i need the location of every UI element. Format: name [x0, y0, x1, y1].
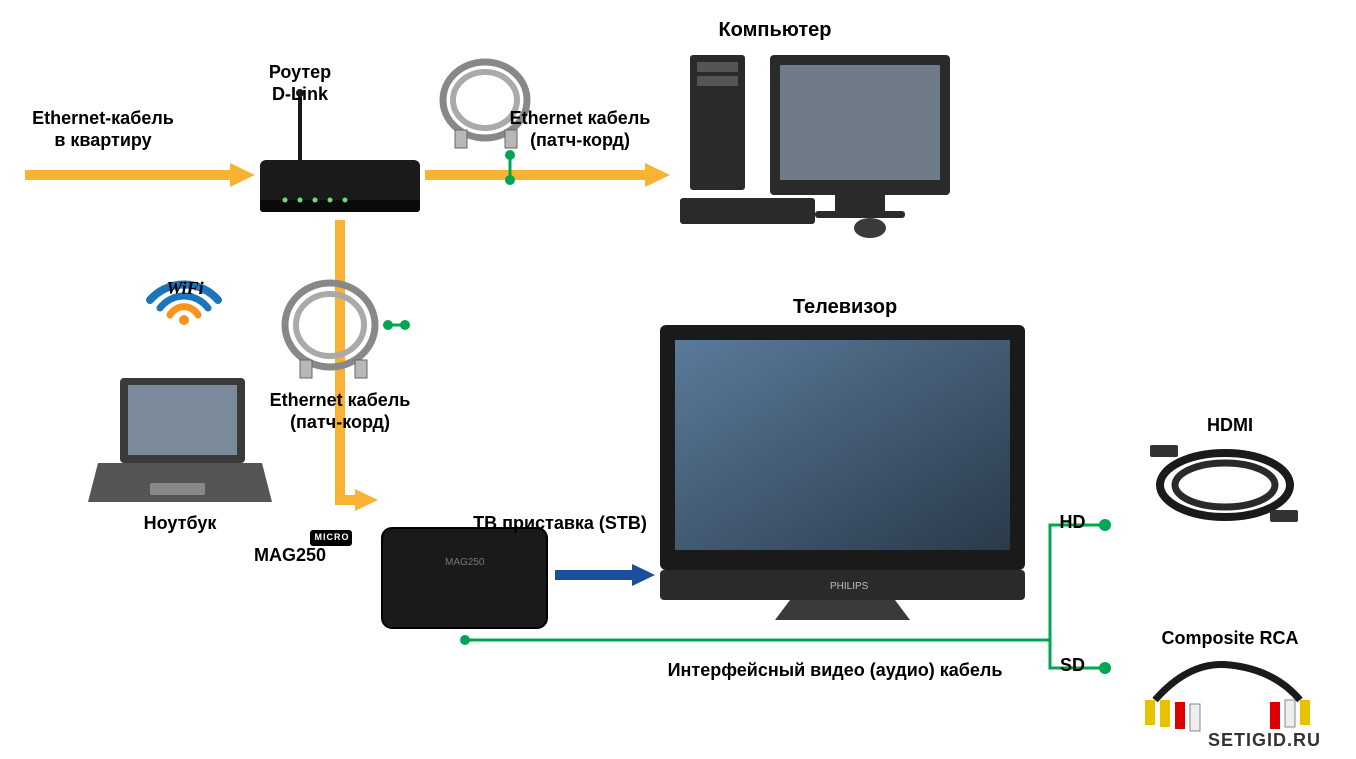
label-micro: MICRO — [312, 532, 352, 543]
label-stb: ТВ приставка (STB) — [460, 513, 660, 535]
computer-icon — [680, 55, 950, 238]
label-sd: SD — [1055, 655, 1090, 677]
label-laptop: Ноутбук — [130, 513, 230, 535]
ethernet-cable-2-icon — [285, 283, 375, 378]
green-av-cable-line — [460, 519, 1111, 674]
arrow-router-to-stb — [335, 220, 378, 511]
label-computer: Компьютер — [680, 18, 870, 42]
router-icon — [260, 89, 420, 212]
label-composite: Composite RCA — [1150, 628, 1310, 650]
label-router: Роутер D-Link — [250, 62, 350, 105]
green-connector-cable2 — [383, 320, 410, 330]
watermark: SETIGID.RU — [1208, 730, 1321, 751]
rca-cable-icon — [1145, 664, 1310, 731]
hdmi-cable-icon — [1150, 445, 1298, 522]
label-tv: Телевизор — [775, 295, 915, 319]
label-ethernet-cable-2: Ethernet кабель (патч-корд) — [265, 390, 415, 433]
green-connector-cable1 — [505, 150, 515, 185]
label-ethernet-in: Ethernet-кабель в квартиру — [18, 108, 188, 151]
svg-text:MAG250: MAG250 — [445, 557, 485, 568]
arrow-stb-to-tv — [555, 564, 655, 586]
tv-icon: PHILIPS — [660, 325, 1025, 620]
arrow-router-to-pc — [425, 163, 670, 187]
label-hd: HD — [1055, 512, 1090, 534]
label-av-cable: Интерфейсный видео (аудио) кабель — [640, 660, 1030, 682]
label-wifi: WiFi — [160, 278, 210, 300]
label-hdmi: HDMI — [1195, 415, 1265, 437]
arrow-ethernet-in — [25, 163, 255, 187]
label-ethernet-cable-1: Ethernet кабель (патч-корд) — [505, 108, 655, 151]
label-mag250: MAG250 — [245, 545, 335, 567]
svg-text:PHILIPS: PHILIPS — [830, 581, 869, 592]
stb-icon: MAG250 — [382, 528, 547, 628]
laptop-icon — [88, 378, 272, 502]
